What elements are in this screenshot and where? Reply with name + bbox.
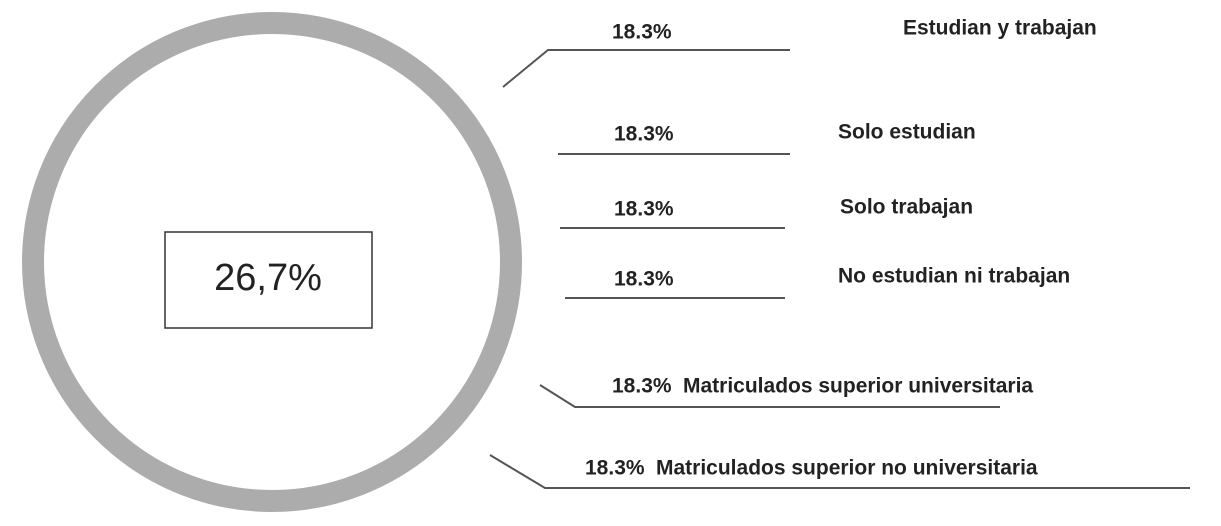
callout-label: Estudian y trabajan: [903, 17, 1097, 40]
callout-label: Solo trabajan: [840, 196, 973, 219]
leader-line: [539, 384, 1000, 408]
callout-label: Matriculados superior no universitaria: [656, 457, 1038, 480]
callout-value: 18.3%: [612, 21, 672, 44]
callout-value: 18.3%: [612, 375, 672, 398]
callout-label: No estudian ni trabajan: [838, 265, 1070, 288]
callout-value: 18.3%: [614, 123, 674, 146]
leader-line: [489, 454, 1190, 489]
center-label: 26,7%: [214, 257, 322, 299]
callout-label: Solo estudian: [838, 121, 976, 144]
callout-value: 18.3%: [614, 268, 674, 291]
callout-value: 18.3%: [585, 457, 645, 480]
leader-line: [502, 49, 790, 88]
callout-value: 18.3%: [614, 198, 674, 221]
ring: [22, 12, 522, 512]
center-box: [164, 231, 373, 329]
callout-label: Matriculados superior universitaria: [683, 375, 1033, 398]
